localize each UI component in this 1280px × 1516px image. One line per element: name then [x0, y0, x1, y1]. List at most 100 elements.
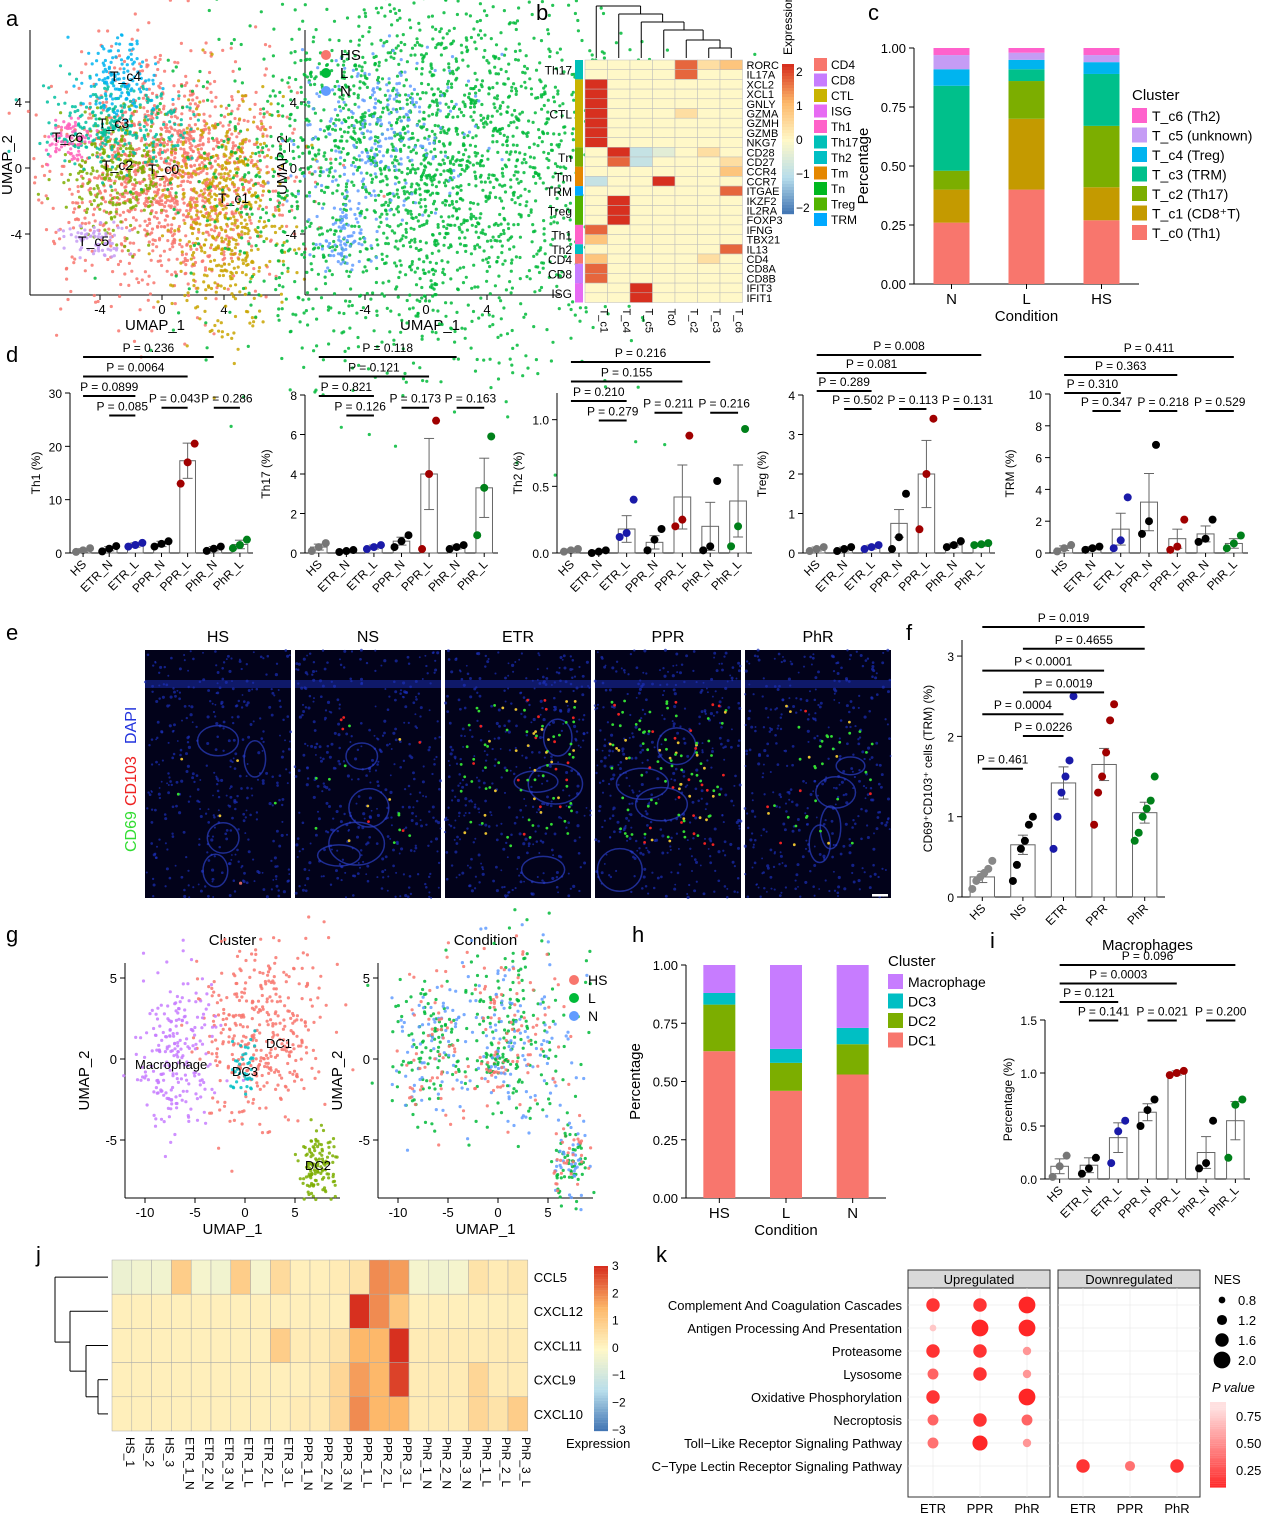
a1-cell-T_c1: [217, 329, 221, 333]
a2-cell-L: [344, 119, 348, 124]
a2-cell-L: [364, 316, 368, 320]
a2-cell-L: [463, 336, 467, 340]
a2-cell-L: [402, 115, 406, 119]
a1-cell-T_c0: [171, 173, 175, 177]
a1-cell-T_c3: [172, 108, 176, 112]
a1-cell-T_c1: [188, 200, 192, 204]
a2-cell-L: [278, 144, 282, 148]
a2-cell-L: [452, 162, 456, 166]
a1-cell-T_c0: [59, 128, 64, 132]
a1-cell-T_c4: [123, 85, 127, 89]
a1-cell-T_c0: [195, 84, 199, 88]
a1-cell-T_c0: [164, 209, 168, 213]
a1-cell-T_c1: [261, 320, 265, 324]
a1-cell-T_c1: [234, 242, 238, 246]
a1-cell-T_c0: [169, 115, 174, 119]
a2-cell-L: [356, 345, 360, 349]
a2-cell-L: [383, 14, 387, 18]
a2-cell-L: [569, 307, 573, 312]
a2-cell-L: [414, 151, 418, 155]
a2-cell-L: [506, 77, 510, 81]
a1-cell-T_c0: [149, 258, 153, 262]
a1-cell-T_c0: [125, 226, 129, 230]
a2-cell-L: [439, 380, 443, 384]
a1-cell-T_c2: [122, 175, 126, 179]
a1-cell-T_c2: [109, 210, 113, 214]
a2-cell-L: [257, 293, 261, 297]
a2-cell-L: [543, 239, 547, 243]
a2-cell-L: [629, 339, 634, 343]
a1-cell-T_c1: [230, 249, 234, 253]
a2-cell-L: [537, 136, 542, 140]
a1-cell-T_c0: [180, 180, 184, 184]
a1-cell-T_c6: [76, 157, 80, 161]
a1-cell-T_c1: [239, 215, 244, 219]
a2-cell-L: [235, 171, 239, 175]
a2-cell-L: [405, 60, 409, 64]
a2-cell-L: [180, 84, 184, 88]
a1-cell-T_c2: [135, 181, 139, 185]
a1-cell-T_c0: [76, 185, 80, 189]
a1-cell-T_c5: [78, 224, 82, 228]
a2-cell-L: [393, 51, 397, 55]
a1-cell-T_c0: [189, 49, 193, 53]
a2-cell-L: [416, 311, 420, 315]
a2-cell-L: [213, 220, 217, 224]
a2-cell-L: [389, 123, 393, 127]
a2-cell-L: [329, 306, 333, 310]
a2-cell-L: [510, 235, 514, 239]
a2-cell-L: [502, 228, 506, 233]
a2-cell-L: [563, 125, 567, 129]
a2-cell-L: [475, 20, 479, 24]
a2-cell-L: [333, 92, 337, 96]
a2-cell-L: [306, 323, 310, 327]
a1-cell-T_c0: [180, 112, 184, 116]
a1-cell-T_c2: [119, 220, 123, 224]
a2-cell-L: [276, 102, 280, 106]
a1-cell-T_c0: [127, 283, 131, 287]
a1-cell-T_c2: [124, 147, 128, 151]
a1-cell-T_c0: [193, 163, 197, 167]
a2-cell-L: [383, 93, 387, 97]
a2-cell-L: [291, 193, 295, 197]
a1-cell-T_c4: [147, 78, 151, 82]
a2-cell-L: [527, 119, 531, 123]
a1-cell-T_c1: [211, 179, 215, 183]
a1-cell-T_c1: [183, 221, 187, 225]
a2-cell-L: [451, 155, 455, 159]
a2-cell-L: [388, 51, 392, 55]
a2-cell-L: [281, 104, 285, 108]
a1-cell-T_c1: [224, 134, 228, 138]
a2-cell-L: [495, 260, 499, 264]
a2-cell-L: [491, 140, 495, 144]
a2-cell-L: [444, 314, 448, 318]
a2-cell-L: [394, 239, 398, 243]
a1-cell-T_c0: [138, 181, 142, 186]
a2-cell-L: [491, 5, 495, 9]
a1-cell-T_c1: [244, 273, 248, 277]
a1-cell-T_c0: [155, 224, 160, 228]
a1-cell-T_c1: [228, 169, 232, 173]
a2-cell-L: [465, 49, 469, 54]
a2-cell-L: [557, 307, 561, 311]
a2-cell-L: [128, 190, 132, 194]
a1-cell-T_c0: [150, 91, 155, 95]
a1-cell-T_c0: [278, 167, 282, 171]
a2-cell-L: [469, 252, 473, 256]
a2-cell-L: [282, 263, 286, 267]
a1-cell-T_c2: [124, 189, 128, 193]
a1-cell-T_c0: [176, 132, 180, 136]
a2-cell-L: [373, 198, 378, 202]
a2-cell-L: [286, 249, 290, 253]
a2-cell-L: [513, 150, 518, 154]
a1-cell-T_c2: [131, 254, 135, 258]
a1-cell-T_c3: [114, 137, 118, 141]
a1-cell-T_c3: [181, 136, 185, 140]
a2-cell-L: [329, 228, 333, 232]
a2-cell-L: [443, 236, 447, 240]
a2-cell-L: [345, 269, 349, 273]
a2-cell-L: [540, 0, 545, 4]
a1-cell-T_c1: [236, 265, 240, 269]
a2-cell-L: [276, 259, 280, 263]
a1-cell-T_c1: [154, 194, 158, 198]
